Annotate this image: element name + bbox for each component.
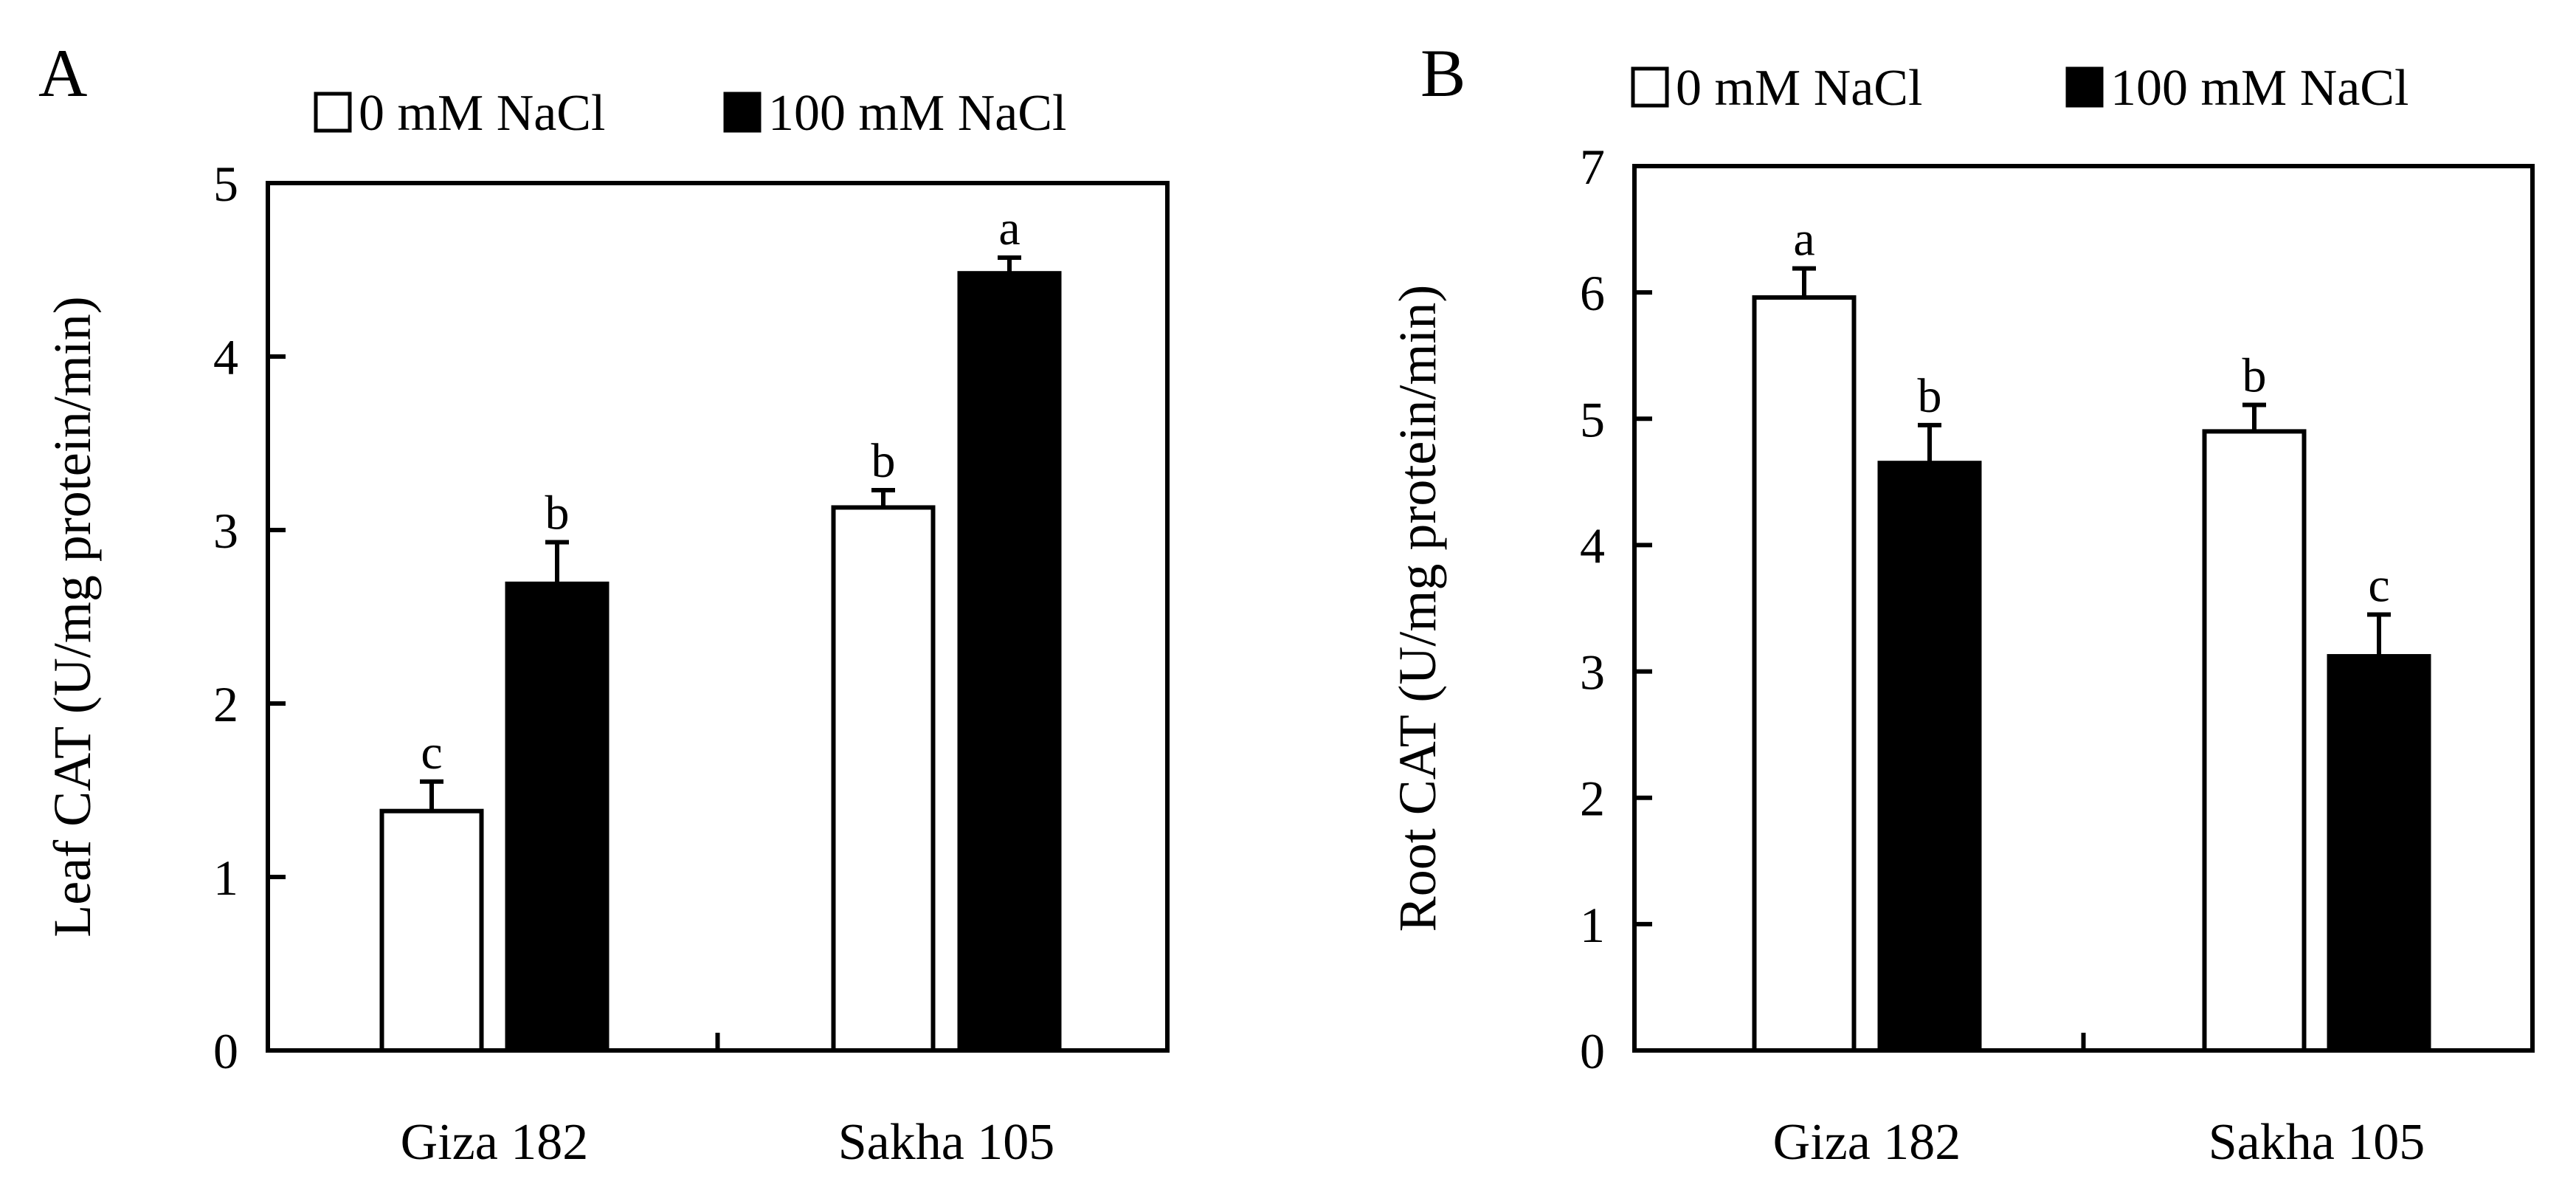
y-tick-label: 0 [213,1023,238,1079]
y-tick-label: 4 [213,329,238,385]
significance-letter: c [421,726,442,780]
significance-letter: b [1918,369,1942,423]
y-axis-label: Leaf CAT (U/mg protein/min) [43,296,102,938]
legend-swatch-nacl [2065,66,2104,108]
bar-control [2202,429,2307,1053]
legend-swatch-nacl [723,92,762,133]
y-tick-label: 1 [1580,897,1605,953]
y-tick-label: 3 [1580,644,1605,701]
y-tick-label: 6 [1580,265,1605,321]
panel-b: B 0 mM NaCl 100 mM NaCl 0 1 2 3 4 5 6 7 Root CAT (U… [1388,35,2535,1171]
significance-letter: a [998,202,1020,255]
y-tick-label: 5 [1580,391,1605,447]
legend-label-control: 0 mM NaCl [1676,60,1922,117]
y-tick-label: 0 [1580,1023,1605,1079]
y-tick-label: 2 [213,676,238,732]
x-category-label: Sakha 105 [838,1114,1055,1171]
significance-letter: a [1793,213,1814,266]
x-category-label: Giza 182 [401,1114,589,1171]
panel-label: A [38,35,87,111]
x-category-label: Giza 182 [1773,1114,1961,1171]
significance-letter: b [545,486,570,540]
y-tick-label: 3 [213,503,238,559]
bar-control [831,505,936,1053]
panel-label: B [1420,35,1465,111]
bar-nacl [2327,654,2431,1053]
y-tick-label: 5 [213,156,238,212]
significance-letter: c [2368,559,2389,613]
legend-label-control: 0 mM NaCl [359,85,605,142]
y-axis-label: Root CAT (U/mg protein/min) [1388,285,1447,932]
legend-label-nacl: 100 mM NaCl [2110,60,2408,117]
panel-a: A 0 mM NaCl 100 mM NaCl 0 1 2 3 4 5 Leaf CAT (U/m… [38,35,1170,1171]
bar-control [379,808,484,1053]
legend-label-nacl: 100 mM NaCl [768,85,1066,142]
x-category-label: Sakha 105 [2209,1114,2425,1171]
bar-control [1752,295,1857,1053]
significance-letter: b [2242,348,2267,402]
y-tick-label: 7 [1580,139,1605,195]
legend-swatch-control [314,92,352,133]
legend-swatch-control [1631,66,1669,108]
y-tick-label: 1 [213,850,238,906]
bar-nacl [957,271,1062,1053]
y-tick-label: 4 [1580,517,1605,574]
significance-letter: b [871,434,896,488]
bar-nacl [1877,461,1982,1053]
y-tick-label: 2 [1580,771,1605,827]
bar-nacl [505,581,610,1053]
